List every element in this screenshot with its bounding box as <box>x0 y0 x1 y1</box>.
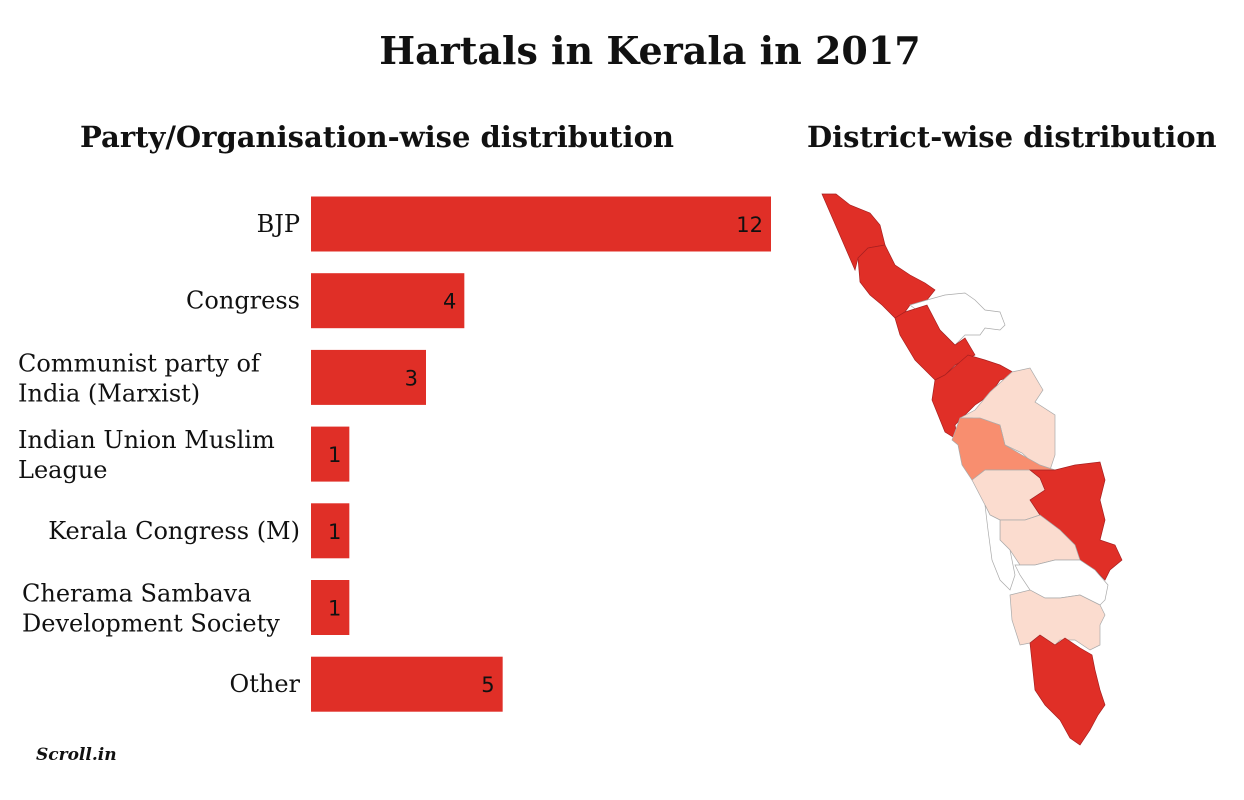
chart-title: Hartals in Kerala in 2017 <box>379 28 921 73</box>
category-label: Communist party of <box>18 349 262 377</box>
bar-value-label: 12 <box>736 213 763 237</box>
category-label: BJP <box>257 210 300 238</box>
category-label: Cherama Sambava <box>22 580 252 608</box>
map-title: District-wise distribution <box>807 120 1217 154</box>
district-thiruvananthapuram <box>1029 634 1106 746</box>
bar-chart-title: Party/Organisation-wise distribution <box>80 120 675 154</box>
district-idukki <box>1029 461 1123 581</box>
scroll-logo: Scroll.in <box>36 745 117 765</box>
bar <box>311 349 426 405</box>
bar <box>311 273 465 329</box>
category-label: League <box>18 456 107 484</box>
category-label: Congress <box>186 287 300 315</box>
bar-value-label: 4 <box>443 290 456 314</box>
bar-value-label: 3 <box>405 366 418 390</box>
bar <box>311 503 350 559</box>
district-alappuzha <box>984 504 1016 591</box>
category-label: Indian Union Muslim <box>18 426 275 454</box>
bar-value-label: 1 <box>328 597 341 621</box>
district-ernakulam <box>971 469 1046 521</box>
category-label: Other <box>230 670 301 698</box>
bar <box>311 580 350 635</box>
bar-value-label: 1 <box>328 443 341 467</box>
category-label: Kerala Congress (M) <box>48 517 300 545</box>
bar <box>311 196 771 252</box>
category-label: India (Marxist) <box>18 379 200 407</box>
bar-value-label: 5 <box>481 673 494 697</box>
bar-value-label: 1 <box>328 520 341 544</box>
district-kollam <box>1009 589 1106 651</box>
category-label: Development Society <box>22 610 280 638</box>
district-kozhikode <box>894 304 976 381</box>
bar <box>311 656 503 712</box>
bar <box>311 426 350 482</box>
